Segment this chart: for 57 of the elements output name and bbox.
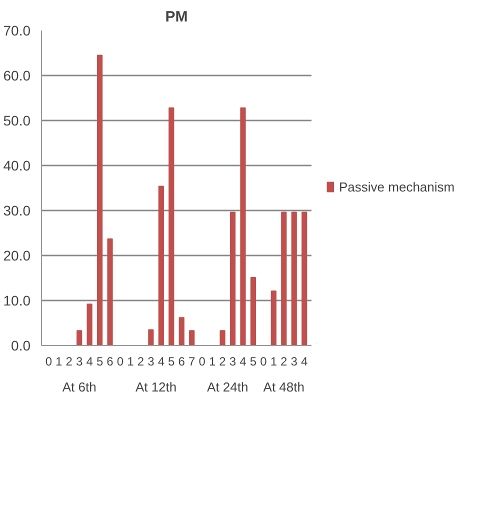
x-tick-label: 4 (301, 354, 308, 368)
x-tick-label: 1 (270, 354, 278, 368)
x-tick-label: 7 (188, 354, 196, 368)
x-tick-label: 2 (280, 354, 288, 368)
bar (168, 107, 174, 346)
bar (302, 212, 308, 346)
bar (148, 329, 154, 346)
y-tick-label: 60.0 (3, 68, 31, 84)
x-tick-label: 5 (250, 354, 257, 368)
x-tick-label: 6 (106, 354, 114, 368)
x-tick-label: 4 (86, 354, 94, 368)
y-tick-label: 10.0 (3, 292, 31, 308)
text: At 6th (62, 380, 96, 394)
bar (240, 107, 246, 346)
bar (291, 212, 297, 346)
y-tick-label: 50.0 (3, 112, 31, 128)
x-tick-label: 5 (168, 354, 176, 368)
y-tick-label: 30.0 (3, 202, 31, 218)
legend-label: Passive mechanism (339, 179, 455, 194)
text: At 48th (263, 380, 304, 394)
x-tick-label: 0 (116, 354, 124, 368)
bar (230, 212, 236, 346)
bar (107, 238, 113, 346)
text: At 24th (207, 380, 248, 394)
y-tick-label: 20.0 (3, 248, 31, 264)
x-tick-label: 4 (240, 354, 247, 368)
x-tick-label: 4 (158, 354, 165, 368)
x-tick-label: 1 (208, 354, 216, 368)
x-tick-label: 5 (96, 354, 104, 368)
bar (281, 212, 287, 346)
bar (189, 330, 195, 346)
x-tick-label: 2 (219, 354, 226, 368)
bar (178, 317, 184, 346)
x-tick-label: 3 (229, 354, 236, 368)
x-tick-label: 0 (198, 354, 206, 368)
x-tick-label: 6 (178, 354, 186, 368)
y-tick-label: 70.0 (3, 22, 31, 38)
bar (270, 290, 276, 346)
bar (96, 54, 103, 346)
bar (86, 304, 92, 346)
bar (158, 186, 164, 346)
y-tick-label: 40.0 (3, 158, 31, 174)
y-tick-label: 0.0 (11, 338, 31, 354)
x-tick-label: 1 (56, 354, 63, 368)
x-tick-label: 2 (66, 354, 73, 368)
x-tick-label: 3 (76, 354, 84, 368)
bar (220, 330, 226, 346)
x-tick-label: 0 (260, 354, 268, 368)
x-tick-label: 3 (148, 354, 155, 368)
x-tick-label: 0 (45, 354, 52, 368)
bar (250, 277, 256, 346)
chart-title: PM (165, 8, 188, 26)
x-tick-label: 3 (290, 354, 298, 368)
bar (76, 330, 82, 346)
x-tick-label: 2 (137, 354, 144, 368)
text: At 12th (135, 380, 177, 394)
x-tick-label: 1 (127, 354, 134, 368)
